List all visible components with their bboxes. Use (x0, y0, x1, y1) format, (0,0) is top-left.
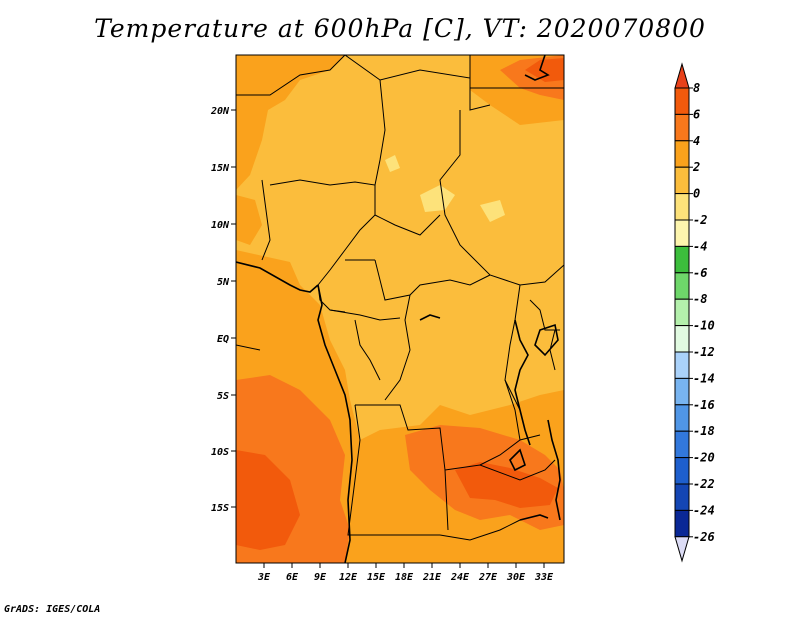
colorbar-label: -10 (693, 319, 715, 333)
lat-label: EQ (217, 334, 229, 345)
lon-label: 12E (339, 572, 358, 583)
colorbar-segment (674, 325, 690, 353)
lat-label: 20N (210, 106, 230, 117)
colorbar-segment (674, 166, 690, 195)
colorbar: 8 6 4 2 0 -2 -4 -6 -8 -10 -12 -14 -16 -18 -20 -22 -24 -26 (674, 62, 715, 563)
lat-label: 15S (211, 503, 229, 514)
colorbar-label: -26 (693, 530, 715, 544)
field-warm-west-blob (236, 195, 262, 245)
map-frame (235, 54, 565, 564)
country-borders (236, 55, 564, 541)
lon-label: 3E (257, 572, 271, 583)
lon-label: 6E (286, 572, 299, 583)
colorbar-label: -16 (693, 398, 715, 412)
field-hotter-southeast (455, 462, 558, 508)
field-hotter-northeast (525, 58, 564, 82)
colorbar-segment (674, 457, 690, 485)
colorbar-label: -20 (693, 451, 715, 465)
field-cool-patch-3 (385, 155, 400, 172)
colorbar-segment (674, 404, 690, 432)
colorbar-segment (674, 219, 690, 247)
field-warm-west (236, 55, 345, 190)
lat-label: 5N (217, 277, 230, 288)
colorbar-segment (674, 509, 690, 538)
lon-label: 18E (395, 572, 414, 583)
colorbar-segment (674, 430, 690, 459)
lat-label: 10N (211, 220, 230, 231)
colorbar-label: 4 (693, 134, 700, 148)
colorbar-label: -18 (693, 424, 715, 438)
colorbar-label: -14 (693, 371, 715, 385)
lon-label: 21E (422, 572, 442, 583)
colorbar-label: -24 (693, 503, 715, 517)
colorbar-label: -8 (693, 292, 707, 306)
colorbar-bottom-arrow (674, 536, 690, 563)
colorbar-segment (674, 272, 690, 300)
lon-label: 24E (450, 572, 470, 583)
colorbar-segment (674, 87, 690, 115)
colorbar-segment (674, 193, 690, 221)
chart-title: Temperature at 600hPa [C], VT: 202007080… (94, 14, 706, 43)
field-cool-patch-2 (480, 200, 505, 222)
colorbar-label: 0 (693, 187, 700, 201)
colorbar-segment (674, 140, 690, 168)
lon-label: 9E (314, 572, 327, 583)
colorbar-label: -6 (693, 266, 707, 280)
colorbar-segment (674, 483, 690, 511)
lat-label: 10S (211, 447, 229, 458)
lat-label: 5S (217, 391, 229, 402)
colorbar-top-arrow (674, 62, 690, 89)
colorbar-label: -4 (693, 239, 707, 253)
lon-label: 30E (506, 572, 526, 583)
lon-axis (263, 563, 545, 568)
lat-label: 15N (211, 163, 230, 174)
colorbar-label: -2 (693, 213, 707, 227)
coastlines (236, 55, 561, 563)
lon-label: 33E (534, 572, 554, 583)
lon-label: 15E (367, 572, 386, 583)
colorbar-segment (674, 377, 690, 406)
colorbar-segment (674, 298, 690, 327)
colorbar-label: 2 (692, 160, 700, 174)
colorbar-segment (674, 351, 690, 379)
colorbar-label: -12 (693, 345, 715, 359)
lon-label: 27E (478, 572, 498, 583)
field-hotter-southwest (236, 450, 300, 550)
colorbar-segment (674, 113, 690, 142)
lat-axis (231, 109, 236, 508)
field-cool-patch-1 (420, 185, 455, 212)
colorbar-segment (674, 245, 690, 274)
grads-credit: GrADS: IGES/COLA (4, 604, 101, 615)
colorbar-label: -22 (693, 477, 715, 491)
colorbar-label: 6 (693, 107, 700, 121)
colorbar-label: 8 (693, 81, 700, 95)
map-field (236, 55, 564, 563)
